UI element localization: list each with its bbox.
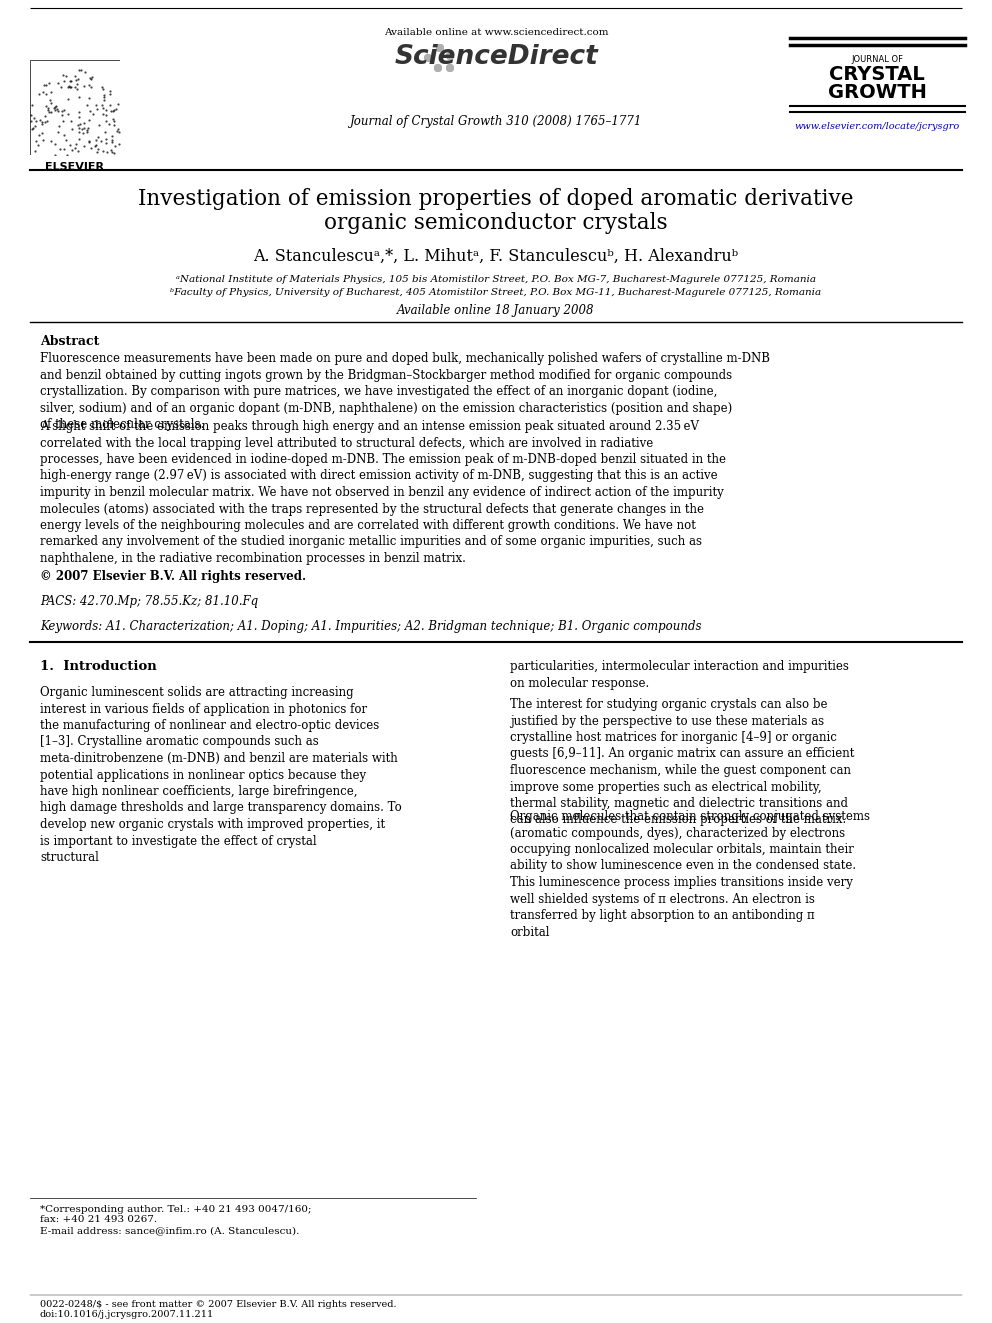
Text: CRYSTAL: CRYSTAL bbox=[829, 65, 925, 83]
Text: GROWTH: GROWTH bbox=[827, 83, 927, 102]
Text: A. Stanculescuᵃ,*, L. Mihutᵃ, F. Stanculescuᵇ, H. Alexandruᵇ: A. Stanculescuᵃ,*, L. Mihutᵃ, F. Stancul… bbox=[253, 247, 739, 265]
Circle shape bbox=[446, 53, 453, 60]
Text: Organic luminescent solids are attracting increasing
interest in various fields : Organic luminescent solids are attractin… bbox=[40, 687, 402, 864]
Text: ᵇFaculty of Physics, University of Bucharest, 405 Atomistilor Street, P.O. Box M: ᵇFaculty of Physics, University of Bucha… bbox=[171, 288, 821, 296]
Text: Abstract: Abstract bbox=[40, 335, 99, 348]
Text: *Corresponding author. Tel.: +40 21 493 0047/160;
fax: +40 21 493 0267.
E-mail a: *Corresponding author. Tel.: +40 21 493 … bbox=[40, 1205, 311, 1234]
Text: Available online 18 January 2008: Available online 18 January 2008 bbox=[397, 304, 595, 318]
Text: Organic molecules that contain strongly conjugated systems
(aromatic compounds, : Organic molecules that contain strongly … bbox=[510, 810, 870, 938]
Circle shape bbox=[446, 65, 453, 71]
Text: Keywords: A1. Characterization; A1. Doping; A1. Impurities; A2. Bridgman techniq: Keywords: A1. Characterization; A1. Dopi… bbox=[40, 620, 701, 632]
Text: 1.  Introduction: 1. Introduction bbox=[40, 660, 157, 673]
Text: The interest for studying organic crystals can also be
justified by the perspect: The interest for studying organic crysta… bbox=[510, 699, 854, 827]
Text: PACS: 42.70.Mp; 78.55.Kz; 81.10.Fq: PACS: 42.70.Mp; 78.55.Kz; 81.10.Fq bbox=[40, 595, 258, 609]
Text: A slight shift of the emission peaks through high energy and an intense emission: A slight shift of the emission peaks thr… bbox=[40, 419, 726, 565]
Text: organic semiconductor crystals: organic semiconductor crystals bbox=[324, 212, 668, 234]
Text: Investigation of emission properties of doped aromatic derivative: Investigation of emission properties of … bbox=[138, 188, 854, 210]
Circle shape bbox=[434, 65, 441, 71]
Text: © 2007 Elsevier B.V. All rights reserved.: © 2007 Elsevier B.V. All rights reserved… bbox=[40, 570, 307, 583]
Text: JOURNAL OF: JOURNAL OF bbox=[851, 56, 903, 64]
Text: ELSEVIER: ELSEVIER bbox=[46, 161, 104, 172]
Text: particularities, intermolecular interaction and impurities
on molecular response: particularities, intermolecular interact… bbox=[510, 660, 849, 689]
Circle shape bbox=[425, 54, 432, 62]
Text: Available online at www.sciencedirect.com: Available online at www.sciencedirect.co… bbox=[384, 28, 608, 37]
Text: www.elsevier.com/locate/jcrysgro: www.elsevier.com/locate/jcrysgro bbox=[795, 122, 959, 131]
Circle shape bbox=[436, 45, 443, 52]
Text: 0022-0248/$ - see front matter © 2007 Elsevier B.V. All rights reserved.
doi:10.: 0022-0248/$ - see front matter © 2007 El… bbox=[40, 1301, 397, 1319]
Text: Journal of Crystal Growth 310 (2008) 1765–1771: Journal of Crystal Growth 310 (2008) 176… bbox=[350, 115, 642, 128]
Text: ᵃNational Institute of Materials Physics, 105 bis Atomistilor Street, P.O. Box M: ᵃNational Institute of Materials Physics… bbox=[176, 275, 816, 284]
Text: ScienceDirect: ScienceDirect bbox=[394, 44, 598, 70]
Text: Fluorescence measurements have been made on pure and doped bulk, mechanically po: Fluorescence measurements have been made… bbox=[40, 352, 770, 431]
